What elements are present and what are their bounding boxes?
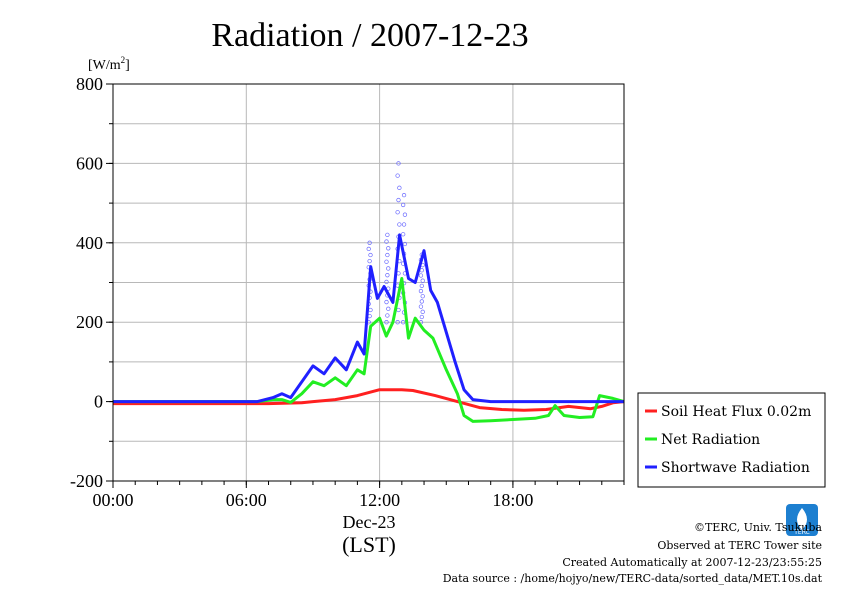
scatter-point <box>401 222 407 227</box>
scatter-point <box>385 252 390 258</box>
scatter-point <box>401 232 406 237</box>
scatter-point <box>386 246 391 251</box>
timezone-label: (LST) <box>342 532 396 557</box>
scatter-point <box>384 320 389 325</box>
y-tick-label: 400 <box>76 233 103 253</box>
scatter-point <box>384 239 389 244</box>
scatter-point <box>419 268 424 273</box>
scatter-point <box>367 240 372 245</box>
legend-label: Soil Heat Flux 0.02m <box>661 404 811 420</box>
scatter-point <box>420 278 425 283</box>
scatter-point <box>401 202 406 208</box>
scatter-point <box>384 259 389 264</box>
scatter-point <box>366 246 371 252</box>
legend-label: Shortwave Radiation <box>661 460 810 476</box>
scatter-point <box>385 273 390 278</box>
scatter-point <box>384 279 389 285</box>
scatter-point <box>386 266 391 271</box>
scatter-point <box>397 222 402 227</box>
scatter-point <box>368 252 373 258</box>
series-line-0 <box>113 388 625 412</box>
scatter-point <box>419 299 424 304</box>
created-text: Created Automatically at 2007-12-23/23:5… <box>562 556 822 569</box>
y-tick-label: 200 <box>76 312 103 332</box>
observed-text: Observed at TERC Tower site <box>657 539 822 552</box>
scatter-point <box>384 299 389 305</box>
svg-text:TERC: TERC <box>793 529 810 536</box>
scatter-point <box>385 313 390 318</box>
scatter-point <box>420 294 425 299</box>
date-label: Dec-23 <box>343 512 396 532</box>
scatter-point <box>368 307 373 313</box>
scatter-point <box>401 193 407 198</box>
legend: Soil Heat Flux 0.02m Net Radiation Shortwa… <box>637 392 826 488</box>
scatter-point <box>386 306 391 311</box>
x-tick-label: 00:00 <box>92 490 133 510</box>
scatter-point <box>419 314 424 320</box>
scatter-point <box>396 197 401 203</box>
series-line-1 <box>113 277 625 423</box>
scatter-point <box>402 241 408 247</box>
y-tick-label: 600 <box>76 153 103 173</box>
scatter-point <box>395 320 400 325</box>
y-tick-label: 0 <box>94 392 103 412</box>
legend-label: Net Radiation <box>661 432 760 448</box>
scatter-point <box>367 258 372 264</box>
scatter-point <box>395 210 400 215</box>
y-axis-unit-label: [W/m2] <box>88 55 130 73</box>
legend-box <box>637 392 826 488</box>
x-tick-label: 06:00 <box>226 490 267 510</box>
scatter-point <box>396 161 401 166</box>
terc-logo: TERC <box>786 504 818 536</box>
x-tick-label: 12:00 <box>359 490 400 510</box>
x-tick-label: 18:00 <box>492 490 533 510</box>
scatter-point <box>420 309 425 314</box>
scatter-point <box>396 307 401 313</box>
scatter-point <box>418 304 424 309</box>
scatter-point <box>401 320 406 325</box>
series-line-2 <box>113 233 624 404</box>
y-tick-label: 800 <box>76 74 103 94</box>
scatter-point <box>418 273 424 278</box>
x-axis: 00:00 06:00 12:00 18:00 <box>92 481 625 510</box>
scatter-point <box>385 232 390 238</box>
source-text: Data source : /home/hojyo/new/TERC-data/… <box>443 572 823 585</box>
scatter-point <box>419 283 424 289</box>
scatter-point <box>395 173 400 178</box>
series-lines <box>113 233 625 423</box>
copyright-text: ©TERC, Univ. Tsukuba <box>694 521 822 534</box>
chart-title: Radiation / 2007-12-23 <box>211 17 528 54</box>
scatter-point <box>402 212 408 217</box>
scatter-point <box>418 288 424 294</box>
scatter-point <box>397 185 402 190</box>
y-tick-label: -200 <box>70 471 103 491</box>
y-axis: -200 0 200 400 600 800 <box>70 74 113 491</box>
